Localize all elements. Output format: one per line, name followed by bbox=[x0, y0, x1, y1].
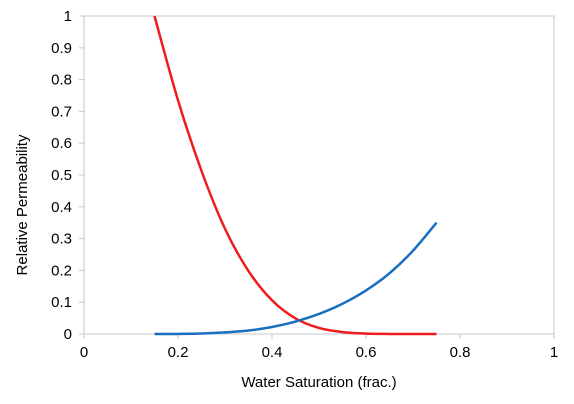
plot-border bbox=[83, 15, 555, 335]
y-tick-label: 0.2 bbox=[51, 262, 72, 279]
y-tick-label: 0 bbox=[64, 326, 72, 343]
x-tick-label: 1 bbox=[550, 344, 558, 361]
y-tick-label: 0.3 bbox=[51, 231, 72, 248]
y-tick-label: 0.5 bbox=[51, 167, 72, 184]
y-tick-label: 0.4 bbox=[51, 199, 72, 216]
y-tick-label: 0.1 bbox=[51, 294, 72, 311]
x-axis-title: Water Saturation (frac.) bbox=[241, 374, 396, 391]
x-axis-ticks: 0 0.2 0.4 0.6 0.8 1 bbox=[80, 334, 558, 361]
y-tick-label: 0.7 bbox=[51, 103, 72, 120]
x-tick-label: 0.2 bbox=[168, 344, 189, 361]
y-axis-title: Relative Permeability bbox=[14, 134, 31, 275]
y-tick-label: 1 bbox=[64, 8, 72, 25]
x-tick-label: 0.8 bbox=[450, 344, 471, 361]
x-tick-label: 0.4 bbox=[262, 344, 283, 361]
series-line-1 bbox=[153, 15, 437, 336]
x-tick-label: 0.6 bbox=[356, 344, 377, 361]
y-tick-label: 0.8 bbox=[51, 72, 72, 89]
y-tick-label: 0.6 bbox=[51, 135, 72, 152]
y-tick-label: 0.9 bbox=[51, 40, 72, 57]
y-axis-ticks: 0 0.1 0.2 0.3 0.4 0.5 0.6 0.7 0.8 0.9 1 bbox=[51, 8, 84, 343]
series-layer bbox=[153, 15, 438, 336]
x-tick-label: 0 bbox=[80, 344, 88, 361]
series-line-2 bbox=[154, 221, 438, 336]
